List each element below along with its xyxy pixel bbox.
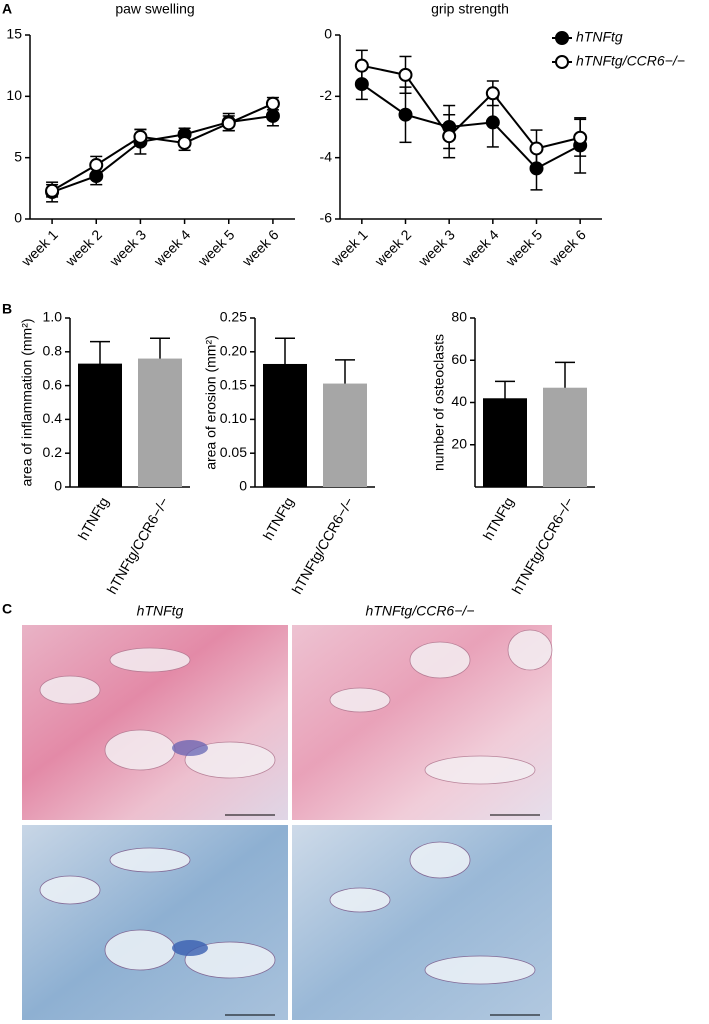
x-tick-label: week 4 bbox=[150, 226, 194, 270]
bar bbox=[138, 358, 182, 487]
bar bbox=[263, 363, 307, 487]
marker bbox=[354, 58, 369, 73]
y-tick-label: 0.2 bbox=[43, 444, 63, 460]
histology-images bbox=[22, 625, 553, 1020]
panel-label: B bbox=[2, 301, 12, 317]
y-tick-label: 5 bbox=[14, 148, 22, 164]
marker bbox=[265, 96, 280, 111]
marker bbox=[89, 158, 104, 173]
x-tick-label: week 2 bbox=[62, 226, 106, 270]
chart-title: paw swelling bbox=[115, 1, 194, 17]
y-tick-label: 0 bbox=[14, 210, 22, 226]
x-tick-label: hTNFtg bbox=[75, 494, 112, 542]
legend-label: hTNFtg bbox=[576, 29, 623, 45]
x-tick-label: week 6 bbox=[546, 226, 590, 270]
legend-marker bbox=[555, 55, 569, 69]
bar bbox=[483, 398, 527, 487]
x-tick-label: week 6 bbox=[238, 226, 282, 270]
line bbox=[51, 114, 274, 193]
y-tick-label: 20 bbox=[451, 435, 467, 451]
column-title: hTNFtg/CCR6−/− bbox=[366, 603, 475, 619]
x-tick-label: hTNFtg bbox=[480, 494, 517, 542]
marker bbox=[573, 130, 588, 145]
y-tick-label: 0.6 bbox=[43, 376, 63, 392]
y-tick-label: 0.25 bbox=[220, 309, 247, 325]
y-tick-label: 15 bbox=[6, 26, 22, 42]
x-tick-label: week 3 bbox=[415, 226, 459, 270]
y-tick-label: 0.10 bbox=[220, 410, 247, 426]
y-axis-label: area of inflammation (mm²) bbox=[19, 318, 35, 486]
panel-label: C bbox=[2, 601, 12, 617]
marker bbox=[485, 86, 500, 101]
marker bbox=[177, 135, 192, 150]
marker bbox=[45, 183, 60, 198]
y-tick-label: 0.4 bbox=[43, 410, 63, 426]
y-tick-label: 0 bbox=[239, 478, 247, 494]
marker bbox=[398, 107, 413, 122]
y-tick-label: -2 bbox=[320, 87, 333, 103]
line bbox=[361, 83, 581, 170]
y-tick-label: -4 bbox=[320, 148, 333, 164]
y-tick-label: 80 bbox=[451, 309, 467, 325]
y-tick-label: 40 bbox=[451, 393, 467, 409]
bar bbox=[323, 383, 367, 487]
y-tick-label: 0.8 bbox=[43, 343, 63, 359]
y-tick-label: 0.05 bbox=[220, 444, 247, 460]
x-tick-label: week 5 bbox=[194, 226, 238, 270]
x-tick-label: hTNFtg/CCR6−/− bbox=[288, 494, 356, 596]
x-tick-label: week 1 bbox=[327, 226, 371, 270]
y-tick-label: 60 bbox=[451, 351, 467, 367]
y-tick-label: 1.0 bbox=[43, 309, 63, 325]
y-axis-label: area of erosion (mm²) bbox=[203, 335, 219, 470]
marker bbox=[221, 116, 236, 131]
x-tick-label: week 3 bbox=[106, 226, 150, 270]
x-tick-label: hTNFtg bbox=[260, 494, 297, 542]
x-tick-label: hTNFtg/CCR6−/− bbox=[508, 494, 576, 596]
x-tick-label: week 5 bbox=[502, 226, 546, 270]
x-tick-label: week 2 bbox=[371, 226, 415, 270]
y-tick-label: 0 bbox=[54, 478, 62, 494]
x-tick-label: week 1 bbox=[17, 226, 61, 270]
line bbox=[51, 102, 274, 192]
chart-title: grip strength bbox=[431, 1, 509, 17]
marker bbox=[485, 115, 500, 130]
panel-label: A bbox=[2, 1, 12, 17]
marker bbox=[133, 129, 148, 144]
x-tick-label: hTNFtg/CCR6−/− bbox=[103, 494, 171, 596]
marker bbox=[442, 129, 457, 144]
legend-marker bbox=[555, 31, 569, 45]
column-title: hTNFtg bbox=[137, 603, 184, 619]
line bbox=[361, 64, 581, 150]
legend-label: hTNFtg/CCR6−/− bbox=[576, 53, 685, 69]
y-axis-label: number of osteoclasts bbox=[431, 334, 447, 471]
y-tick-label: 0 bbox=[324, 26, 332, 42]
marker bbox=[265, 108, 280, 123]
y-tick-label: 0.20 bbox=[220, 343, 247, 359]
y-tick-label: 0.15 bbox=[220, 376, 247, 392]
y-tick-label: 10 bbox=[6, 87, 22, 103]
y-tick-label: -6 bbox=[320, 210, 333, 226]
bar bbox=[78, 363, 122, 487]
x-tick-label: week 4 bbox=[458, 226, 502, 270]
bar bbox=[543, 387, 587, 487]
marker bbox=[398, 67, 413, 82]
marker bbox=[529, 141, 544, 156]
